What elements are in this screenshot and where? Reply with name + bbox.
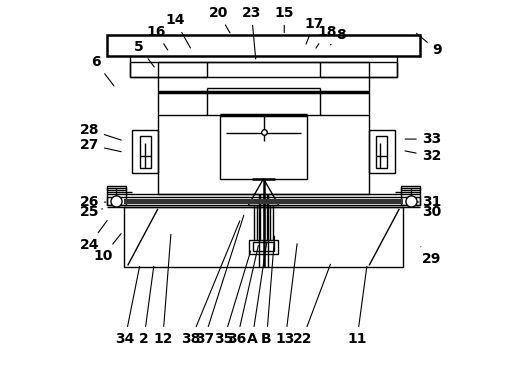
Bar	[253, 242, 274, 251]
Text: 8: 8	[330, 28, 346, 45]
Text: 35: 35	[214, 251, 251, 346]
Text: 15: 15	[275, 6, 294, 33]
Text: 22: 22	[292, 264, 330, 346]
Text: 32: 32	[405, 149, 441, 163]
Bar	[249, 240, 278, 254]
Bar	[376, 136, 387, 168]
Text: 12: 12	[153, 234, 172, 346]
Text: 23: 23	[242, 6, 261, 59]
Bar	[401, 186, 420, 190]
Text: A: A	[247, 242, 267, 346]
Text: 17: 17	[305, 17, 324, 44]
Text: 36: 36	[228, 245, 258, 346]
Text: 37: 37	[194, 215, 244, 346]
Bar	[132, 130, 158, 173]
Text: 13: 13	[276, 244, 297, 346]
Text: 9: 9	[416, 33, 442, 57]
Text: 5: 5	[134, 40, 154, 67]
Bar	[220, 114, 307, 179]
Text: 38: 38	[181, 221, 240, 346]
Bar	[130, 62, 397, 77]
Text: 29: 29	[421, 247, 441, 266]
Bar	[107, 186, 126, 190]
Bar	[124, 199, 403, 204]
Bar	[124, 207, 403, 268]
Text: 34: 34	[115, 266, 140, 346]
Text: 25: 25	[80, 204, 102, 218]
Text: 24: 24	[80, 220, 107, 252]
Text: 6: 6	[91, 55, 114, 86]
Text: 11: 11	[347, 266, 367, 346]
Bar	[369, 130, 395, 173]
Text: 31: 31	[417, 195, 441, 209]
Text: 10: 10	[93, 234, 121, 263]
Text: 26: 26	[80, 195, 106, 209]
Text: 14: 14	[165, 13, 190, 48]
Text: 2: 2	[139, 266, 154, 346]
Text: 28: 28	[80, 123, 121, 140]
Text: B: B	[261, 236, 275, 346]
Text: 30: 30	[422, 204, 441, 218]
Bar	[140, 136, 151, 168]
Text: 20: 20	[209, 6, 230, 33]
Bar	[107, 35, 420, 56]
Text: 18: 18	[316, 25, 337, 48]
Text: 33: 33	[405, 132, 441, 146]
Text: 27: 27	[80, 138, 121, 152]
Text: 16: 16	[147, 25, 168, 50]
Bar	[107, 197, 420, 205]
